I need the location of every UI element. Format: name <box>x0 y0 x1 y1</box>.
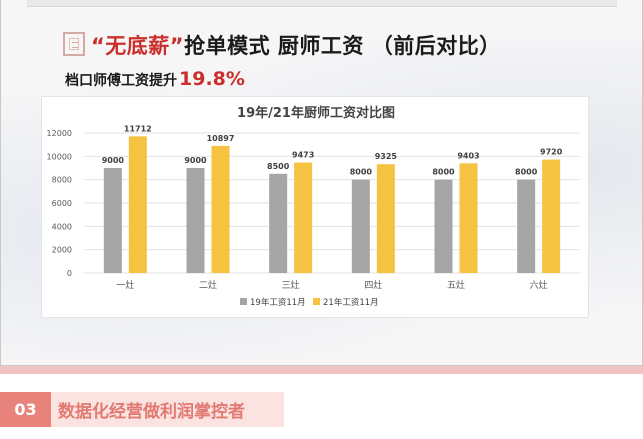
title-highlight: “无底薪” <box>91 34 185 58</box>
slide-panel: “无底薪”抢单模式 厨师工资 （前后对比） 档口师傅工资提升 19.8% 19年/… <box>0 0 643 366</box>
bar-2021 <box>542 159 561 273</box>
data-label: 9000 <box>184 156 207 165</box>
title-rest: 抢单模式 厨师工资 （前后对比） <box>184 34 501 58</box>
x-tick-label: 一灶 <box>116 279 134 291</box>
data-label: 8500 <box>267 162 290 171</box>
bar-2019 <box>434 179 453 273</box>
chart-title: 19年/21年厨师工资对比图 <box>237 105 395 121</box>
bar-2019 <box>269 173 288 273</box>
data-label: 9000 <box>102 156 125 165</box>
legend-label: 19年工资11月 <box>250 297 306 308</box>
legend-swatch <box>313 298 320 305</box>
bar-2021 <box>211 145 230 273</box>
bar-2021 <box>294 162 313 273</box>
bar-2019 <box>186 168 205 273</box>
bar-2019 <box>351 179 370 273</box>
y-tick-label: 8000 <box>52 176 72 185</box>
x-tick-label: 三灶 <box>282 279 300 291</box>
data-label: 11712 <box>124 124 152 133</box>
bar-2021 <box>128 136 147 273</box>
bar-2021 <box>459 163 478 273</box>
slide-title: “无底薪”抢单模式 厨师工资 （前后对比） <box>91 30 501 60</box>
subtitle-text: 档口师傅工资提升 <box>65 73 177 89</box>
y-tick-label: 12000 <box>47 129 72 138</box>
x-tick-label: 四灶 <box>364 279 382 291</box>
y-tick-label: 4000 <box>52 222 72 231</box>
subtitle-percentage: 19.8% <box>179 68 245 90</box>
previous-slide-edge <box>27 0 617 7</box>
data-label: 9473 <box>292 150 314 159</box>
seal-icon <box>63 32 85 56</box>
section-title: 数据化经营做利润掌控者 <box>51 392 284 427</box>
chart-card: 19年/21年厨师工资对比图 0 2000 4000 6000 8000 10000 1200… <box>41 96 589 318</box>
legend-swatch <box>240 298 247 305</box>
salary-bar-chart: 19年/21年厨师工资对比图 0 2000 4000 6000 8000 10000 1200… <box>47 105 580 308</box>
y-tick-label: 2000 <box>52 246 72 255</box>
data-label: 9403 <box>457 151 479 160</box>
data-label: 9325 <box>375 152 398 161</box>
legend-label: 21年工资11月 <box>323 297 379 308</box>
y-tick-label: 10000 <box>47 152 72 161</box>
x-tick-label: 五灶 <box>447 279 465 291</box>
bar-2019 <box>517 179 536 273</box>
y-tick-label: 0 <box>67 269 72 278</box>
section-number-badge: 03 <box>0 392 51 427</box>
data-label: 8000 <box>350 168 373 177</box>
divider-line <box>0 366 643 374</box>
x-tick-label: 二灶 <box>199 279 217 291</box>
x-tick-label: 六灶 <box>530 279 548 291</box>
data-label: 8000 <box>432 168 455 177</box>
data-label: 10897 <box>207 134 235 143</box>
y-tick-label: 6000 <box>52 199 72 208</box>
slide-subtitle: 档口师傅工资提升 19.8% <box>65 68 245 90</box>
bar-2019 <box>103 168 122 273</box>
data-label: 9720 <box>540 148 563 157</box>
data-label: 8000 <box>515 168 538 177</box>
bar-2021 <box>376 164 395 273</box>
